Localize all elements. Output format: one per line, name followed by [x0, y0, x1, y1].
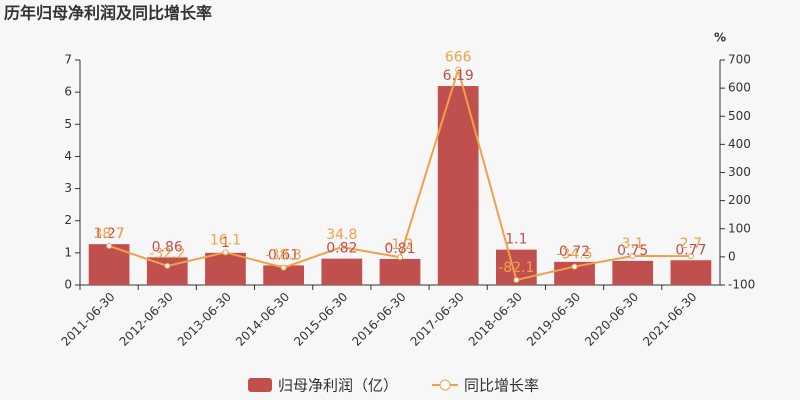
- x-tick-label: 2017-06-30: [408, 290, 467, 349]
- x-tick-label: 2013-06-30: [175, 290, 234, 349]
- bar: [670, 260, 712, 285]
- y2-tick-label: 700: [728, 53, 751, 67]
- y-tick-label: 3: [64, 181, 72, 195]
- y-tick-label: 0: [64, 278, 72, 292]
- y2-tick-label: 300: [728, 165, 751, 179]
- growth-point: [397, 254, 403, 261]
- bar-value-label: 6.19: [443, 68, 474, 84]
- y-tick-label: 2: [64, 213, 72, 227]
- x-tick-label: 2019-06-30: [524, 290, 583, 349]
- growth-value-label: 38.7: [94, 226, 125, 242]
- bar-value-label: 0.82: [326, 241, 357, 257]
- y2-tick-label: 0: [728, 249, 736, 263]
- x-tick-label: 2020-06-30: [582, 290, 641, 349]
- growth-value-label: 3.1: [622, 236, 644, 252]
- x-tick-label: 2011-06-30: [58, 290, 117, 349]
- y2-tick-label: 200: [728, 193, 751, 207]
- growth-value-label: -1.2: [386, 237, 413, 253]
- y2-tick-label: 600: [728, 81, 751, 95]
- bar-value-label: 0.61: [268, 247, 299, 263]
- legend-label[interactable]: 同比增长率: [464, 377, 539, 395]
- bar-value-label: 1: [221, 235, 230, 251]
- y-tick-label: 7: [64, 53, 72, 67]
- y-tick-label: 5: [64, 117, 72, 131]
- x-tick-label: 2016-06-30: [349, 290, 408, 349]
- growth-value-label: -38.3: [266, 248, 302, 264]
- growth-point: [338, 244, 345, 251]
- growth-point: [455, 66, 462, 73]
- bar: [205, 252, 246, 285]
- legend: 归母净利润（亿） 同比增长率: [248, 377, 539, 395]
- growth-point: [222, 249, 229, 256]
- growth-point: [629, 253, 636, 260]
- x-tick-label: 2015-06-30: [291, 290, 350, 349]
- growth-value-label: 666: [445, 50, 472, 66]
- growth-point: [280, 264, 287, 271]
- growth-value-label: -82.1: [498, 260, 534, 276]
- x-tick-label: 2014-06-30: [233, 290, 292, 349]
- growth-point: [106, 242, 113, 249]
- x-tick-label: 2018-06-30: [466, 290, 525, 349]
- legend-label[interactable]: 归母净利润（亿）: [278, 377, 398, 395]
- bar-value-label: 0.81: [384, 241, 415, 257]
- bar-value-label: 1.1: [505, 232, 527, 248]
- y2-tick-label: 100: [728, 221, 751, 235]
- bar: [612, 260, 654, 285]
- y2-tick-label: 400: [728, 137, 751, 151]
- bar: [263, 265, 304, 285]
- x-tick-label: 2021-06-30: [640, 290, 699, 349]
- bar: [554, 261, 595, 285]
- y2-tick-label: -100: [728, 278, 755, 292]
- y-tick-label: 4: [64, 149, 72, 163]
- bar-value-label: 1.27: [94, 226, 125, 242]
- bar-value-label: 0.77: [675, 242, 706, 258]
- y-tick-label: 6: [64, 85, 72, 99]
- y2-tick-label: 500: [728, 109, 751, 123]
- y2-axis-label: %: [714, 31, 726, 45]
- growth-point: [571, 263, 578, 270]
- bar-value-label: 0.72: [559, 244, 590, 260]
- growth-point: [687, 253, 694, 260]
- bar-value-label: 0.75: [617, 243, 648, 259]
- chart-title: 历年归母净利润及同比增长率: [4, 4, 212, 23]
- growth-value-label: 16.1: [210, 232, 241, 248]
- growth-value-label: -34.5: [556, 247, 592, 263]
- y-tick-label: 1: [64, 245, 72, 259]
- legend-swatch: [439, 379, 451, 391]
- growth-value-label: 2.7: [680, 236, 702, 252]
- x-tick-label: 2012-06-30: [117, 290, 176, 349]
- growth-point: [164, 262, 171, 269]
- bar-value-label: 0.86: [152, 239, 183, 255]
- growth-value-label: -32.2: [149, 246, 185, 262]
- growth-point: [513, 276, 520, 283]
- bar: [379, 258, 421, 285]
- growth-value-label: 34.8: [326, 227, 357, 243]
- legend-swatch: [248, 378, 272, 392]
- bar: [321, 258, 363, 285]
